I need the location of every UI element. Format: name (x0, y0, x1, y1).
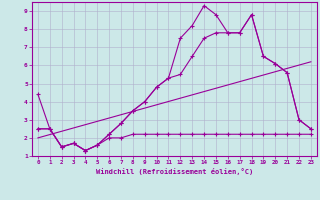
X-axis label: Windchill (Refroidissement éolien,°C): Windchill (Refroidissement éolien,°C) (96, 168, 253, 175)
